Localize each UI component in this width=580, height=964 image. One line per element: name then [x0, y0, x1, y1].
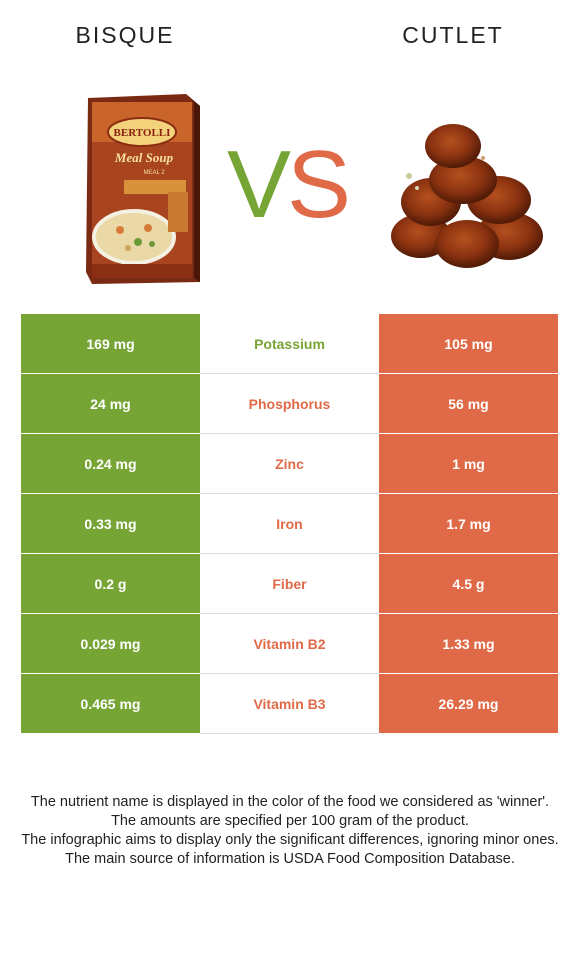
- footnote-line: The amounts are specified per 100 gram o…: [111, 813, 469, 829]
- nutrient-name-cell: Zinc: [200, 434, 379, 494]
- table-row: 0.2 g Fiber 4.5 g: [21, 554, 558, 614]
- left-value-cell: 169 mg: [21, 314, 200, 374]
- nutrient-name-cell: Vitamin B2: [200, 614, 379, 674]
- table-row: 24 mg Phosphorus 56 mg: [21, 374, 558, 434]
- left-food-title: BISQUE: [75, 22, 175, 48]
- left-value-cell: 0.029 mg: [21, 614, 200, 674]
- box-line1-text: Meal Soup: [114, 150, 174, 165]
- right-food-title: CUTLET: [402, 22, 504, 48]
- soup-box-illustration: BERTOLLI Meal Soup MEAL 2: [86, 94, 200, 284]
- box-brand-text: BERTOLLI: [114, 127, 171, 139]
- right-value-cell: 26.29 mg: [379, 674, 558, 734]
- footnote-line: The main source of information is USDA F…: [65, 851, 515, 867]
- left-value-cell: 0.24 mg: [21, 434, 200, 494]
- vs-label: VS: [222, 130, 352, 240]
- table-row: 0.24 mg Zinc 1 mg: [21, 434, 558, 494]
- footnote-line: The nutrient name is displayed in the co…: [30, 794, 550, 810]
- nutrient-name-cell: Iron: [200, 494, 379, 554]
- nutrient-name-cell: Fiber: [200, 554, 379, 614]
- table-row: 0.33 mg Iron 1.7 mg: [21, 494, 558, 554]
- table-row: 169 mg Potassium 105 mg: [21, 314, 558, 374]
- nutrient-name-cell: Vitamin B3: [200, 674, 379, 734]
- cutlet-image: [383, 118, 551, 278]
- left-value-cell: 0.465 mg: [21, 674, 200, 734]
- bisque-image: BERTOLLI Meal Soup MEAL 2: [82, 92, 204, 288]
- table-row: 0.029 mg Vitamin B2 1.33 mg: [21, 614, 558, 674]
- footnote-line: The infographic aims to display only the…: [21, 832, 559, 848]
- right-value-cell: 1.7 mg: [379, 494, 558, 554]
- vs-s-letter: S: [287, 131, 351, 238]
- right-value-cell: 1 mg: [379, 434, 558, 494]
- nutrient-table: 169 mg Potassium 105 mg 24 mg Phosphorus 56 m…: [21, 314, 558, 734]
- nutrient-name-cell: Potassium: [200, 314, 379, 374]
- left-value-cell: 0.33 mg: [21, 494, 200, 554]
- right-value-cell: 1.33 mg: [379, 614, 558, 674]
- nutrient-name-cell: Phosphorus: [200, 374, 379, 434]
- left-value-cell: 24 mg: [21, 374, 200, 434]
- footnote: The nutrient name is displayed in the co…: [18, 793, 562, 869]
- vs-v-letter: V: [226, 131, 291, 238]
- box-line2-text: MEAL 2: [143, 170, 165, 176]
- cutlet-illustration: [391, 124, 543, 268]
- right-value-cell: 4.5 g: [379, 554, 558, 614]
- left-value-cell: 0.2 g: [21, 554, 200, 614]
- right-value-cell: 105 mg: [379, 314, 558, 374]
- right-value-cell: 56 mg: [379, 374, 558, 434]
- table-row: 0.465 mg Vitamin B3 26.29 mg: [21, 674, 558, 734]
